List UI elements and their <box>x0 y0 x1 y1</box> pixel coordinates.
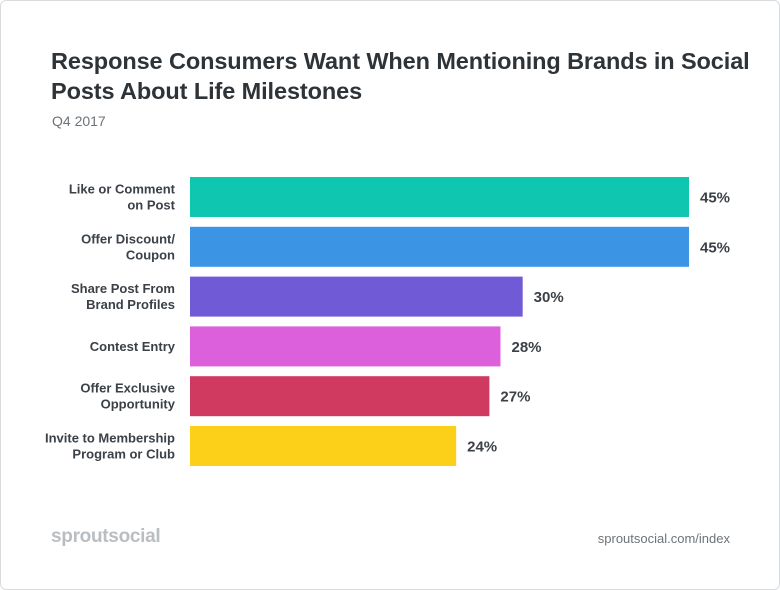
category-label-line: Brand Profiles <box>86 297 175 312</box>
category-label-line: Coupon <box>126 247 175 262</box>
bar-5 <box>190 376 490 417</box>
category-label-line: Offer Discount/ <box>81 231 175 246</box>
category-label-line: Share Post From <box>71 281 175 296</box>
value-label-3: 30% <box>534 289 564 306</box>
bar-1 <box>190 177 689 217</box>
category-label-3: Share Post From Brand Profiles <box>71 281 175 312</box>
category-label-6: Invite to Membership Program or Club <box>45 431 175 462</box>
category-label-line: Like or Comment <box>69 182 176 197</box>
category-label-line: Opportunity <box>101 397 176 412</box>
category-label-2: Offer Discount/Coupon <box>81 231 175 262</box>
category-label-line: Program or Club <box>72 447 175 462</box>
bar-6 <box>190 426 457 466</box>
value-label-4: 28% <box>511 339 541 356</box>
chart-title: Response Consumers Want When Mentioning … <box>51 48 750 104</box>
bar-2 <box>190 226 689 267</box>
value-label-5: 27% <box>500 389 530 406</box>
value-label-6: 24% <box>467 439 497 456</box>
bar-4 <box>190 326 501 367</box>
source-link[interactable]: sproutsocial.com/index <box>597 531 730 546</box>
category-label-1: Like or Comment on Post <box>69 182 176 213</box>
brand-logo: sproutsocial <box>51 526 161 547</box>
bar-3 <box>190 276 523 317</box>
chart-subtitle: Q4 2017 <box>52 113 106 129</box>
value-label-2: 45% <box>700 239 730 256</box>
category-label-line: Offer Exclusive <box>80 381 175 396</box>
category-label-line: Invite to Membership <box>45 431 175 446</box>
category-label-4: Contest Entry <box>90 339 176 354</box>
category-label-line: Contest Entry <box>90 339 176 354</box>
category-label-line: on Post <box>127 198 175 213</box>
value-label-1: 45% <box>700 190 730 207</box>
category-label-5: Offer Exclusive Opportunity <box>80 381 175 412</box>
